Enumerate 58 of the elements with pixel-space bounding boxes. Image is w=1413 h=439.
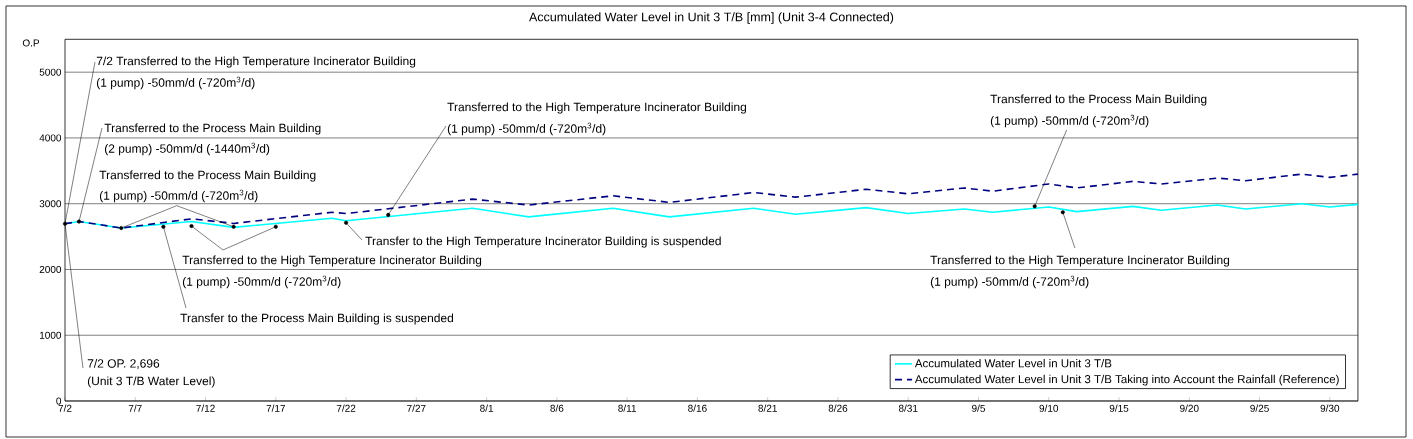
x-tick-label: 7/27: [407, 404, 426, 412]
x-tick-label: 8/11: [618, 404, 637, 412]
annotation: (1 pump) -50mm/d (-720m$^{3}$/d): [96, 76, 255, 90]
x-tick-label: 7/17: [266, 404, 286, 412]
point: [1032, 204, 1037, 209]
annotation: (1 pump) -50mm/d (-720m$^{3}$/d): [99, 189, 258, 203]
x-tick-label: 9/20: [1180, 404, 1199, 412]
annotation: Transferred to the High Temperature Incinerator Building: [182, 255, 482, 267]
annotation: (Unit 3 T/B Water Level): [87, 376, 215, 388]
y-tick-label: 4000: [39, 134, 62, 142]
x-tick-label: 9/15: [1109, 404, 1129, 412]
point: [77, 219, 82, 224]
y-tick-label: 5000: [39, 68, 62, 76]
x-tick-label: 9/5: [972, 404, 986, 412]
annotation: 7/2 OP. 2,696: [87, 358, 160, 370]
annotation: (1 pump) -50mm/d (-720m$^{3}$/d): [447, 122, 606, 136]
annotation: Transferred to the Process Main Building: [990, 94, 1207, 106]
chart-title: Accumulated Water Level in Unit 3 T/B [mm] (Unit 3-4 Connected): [529, 12, 894, 24]
point: [386, 212, 391, 217]
annotation: Transferred to the Process Main Building: [104, 123, 321, 135]
y-tick-label: 0: [56, 397, 62, 405]
x-tick-label: 8/26: [828, 404, 848, 412]
legend-label: Accumulated Water Level in Unit 3 T/B Taking into Account the Rainfall (Reference): [914, 374, 1339, 386]
y-axis-title: O.P: [22, 39, 40, 47]
point: [273, 224, 278, 229]
x-tick-label: 9/30: [1320, 404, 1340, 412]
annotation: Transfer to the High Temperature Incinerator Building is suspended: [365, 236, 721, 248]
point: [63, 221, 67, 226]
annotation: 7/2 Transferred to the High Temperature Incinerator Building: [96, 56, 416, 68]
point: [189, 224, 194, 229]
annotation: Transferred to the High Temperature Incinerator Building: [447, 102, 747, 114]
point: [231, 224, 236, 229]
x-tick-label: 8/16: [688, 404, 707, 412]
annotation: Transferred to the High Temperature Incinerator Building: [930, 255, 1230, 267]
x-tick-label: 9/25: [1250, 404, 1269, 412]
annotation: (2 pump) -50mm/d (-1440m$^{3}$/d): [104, 142, 270, 156]
point: [161, 224, 166, 229]
x-tick-label: 7/2: [58, 404, 72, 412]
x-tick-label: 8/31: [898, 404, 918, 412]
annotation: (1 pump) -50mm/d (-720m$^{3}$/d): [182, 275, 341, 289]
annotation: (1 pump) -50mm/d (-720m$^{3}$/d): [990, 114, 1149, 128]
point: [1060, 210, 1065, 215]
legend-label: Accumulated Water Level in Unit 3 T/B: [914, 358, 1112, 368]
x-tick-label: 7/22: [336, 404, 356, 412]
annotation: Transferred to the Process Main Building: [99, 170, 316, 182]
y-tick-label: 2000: [39, 265, 62, 274]
x-tick-label: 9/10: [1039, 404, 1059, 412]
y-tick-label: 3000: [39, 200, 62, 208]
annotation: (1 pump) -50mm/d (-720m$^{3}$/d): [930, 275, 1089, 289]
point: [119, 226, 124, 231]
point: [344, 220, 349, 225]
x-tick-label: 7/7: [128, 404, 142, 412]
y-tick-label: 1000: [39, 331, 62, 339]
x-tick-label: 8/21: [758, 404, 777, 412]
x-tick-label: 8/1: [480, 404, 494, 412]
annotation: Transfer to the Process Main Building is suspended: [180, 313, 454, 325]
x-tick-label: 8/6: [550, 404, 564, 412]
x-tick-label: 7/12: [196, 404, 215, 412]
